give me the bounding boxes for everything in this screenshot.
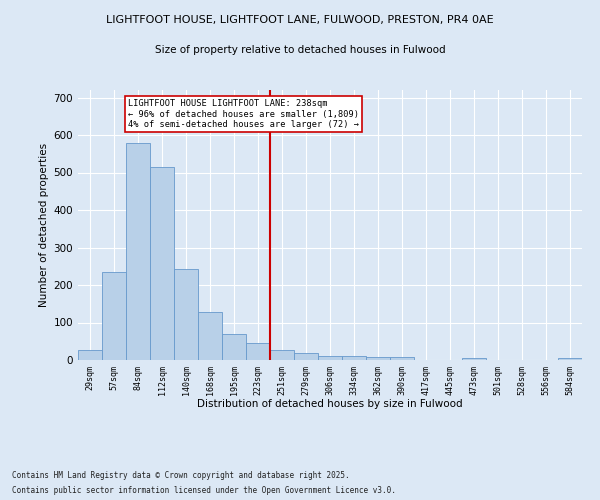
X-axis label: Distribution of detached houses by size in Fulwood: Distribution of detached houses by size … [197, 399, 463, 409]
Bar [150, 167, 174, 360]
Bar [126, 142, 150, 360]
Bar [246, 343, 270, 360]
Bar [294, 352, 318, 360]
Bar [174, 269, 198, 360]
Bar [558, 358, 582, 360]
Text: Contains public sector information licensed under the Open Government Licence v3: Contains public sector information licen… [12, 486, 396, 495]
Bar [78, 350, 102, 360]
Bar [318, 356, 342, 360]
Text: LIGHTFOOT HOUSE, LIGHTFOOT LANE, FULWOOD, PRESTON, PR4 0AE: LIGHTFOOT HOUSE, LIGHTFOOT LANE, FULWOOD… [106, 15, 494, 25]
Bar [222, 334, 246, 360]
Bar [270, 350, 294, 360]
Bar [198, 312, 222, 360]
Text: Contains HM Land Registry data © Crown copyright and database right 2025.: Contains HM Land Registry data © Crown c… [12, 471, 350, 480]
Bar [462, 358, 486, 360]
Bar [390, 356, 414, 360]
Bar [342, 356, 366, 360]
Text: Size of property relative to detached houses in Fulwood: Size of property relative to detached ho… [155, 45, 445, 55]
Text: LIGHTFOOT HOUSE LIGHTFOOT LANE: 238sqm
← 96% of detached houses are smaller (1,8: LIGHTFOOT HOUSE LIGHTFOOT LANE: 238sqm ←… [128, 100, 359, 129]
Bar [102, 272, 126, 360]
Bar [366, 356, 390, 360]
Y-axis label: Number of detached properties: Number of detached properties [40, 143, 49, 307]
